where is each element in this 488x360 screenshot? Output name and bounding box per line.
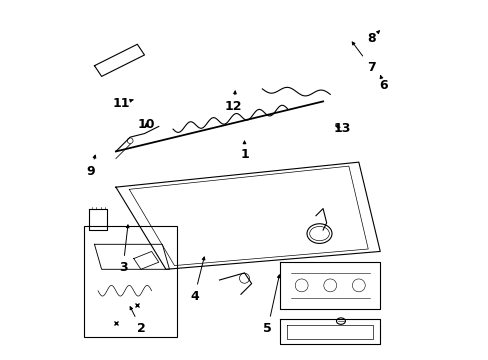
Text: 7: 7 — [351, 42, 375, 74]
Text: 9: 9 — [86, 155, 96, 177]
Text: 12: 12 — [224, 91, 242, 113]
Text: 11: 11 — [112, 97, 133, 110]
Bar — [83, 226, 176, 337]
Text: 10: 10 — [137, 118, 155, 131]
Text: 8: 8 — [366, 31, 379, 45]
Text: 6: 6 — [379, 76, 387, 92]
Text: 2: 2 — [130, 307, 145, 335]
Text: 3: 3 — [119, 225, 129, 274]
Text: 1: 1 — [240, 141, 248, 162]
Text: 13: 13 — [333, 122, 351, 135]
Text: 5: 5 — [263, 275, 280, 335]
Text: 4: 4 — [190, 257, 204, 303]
